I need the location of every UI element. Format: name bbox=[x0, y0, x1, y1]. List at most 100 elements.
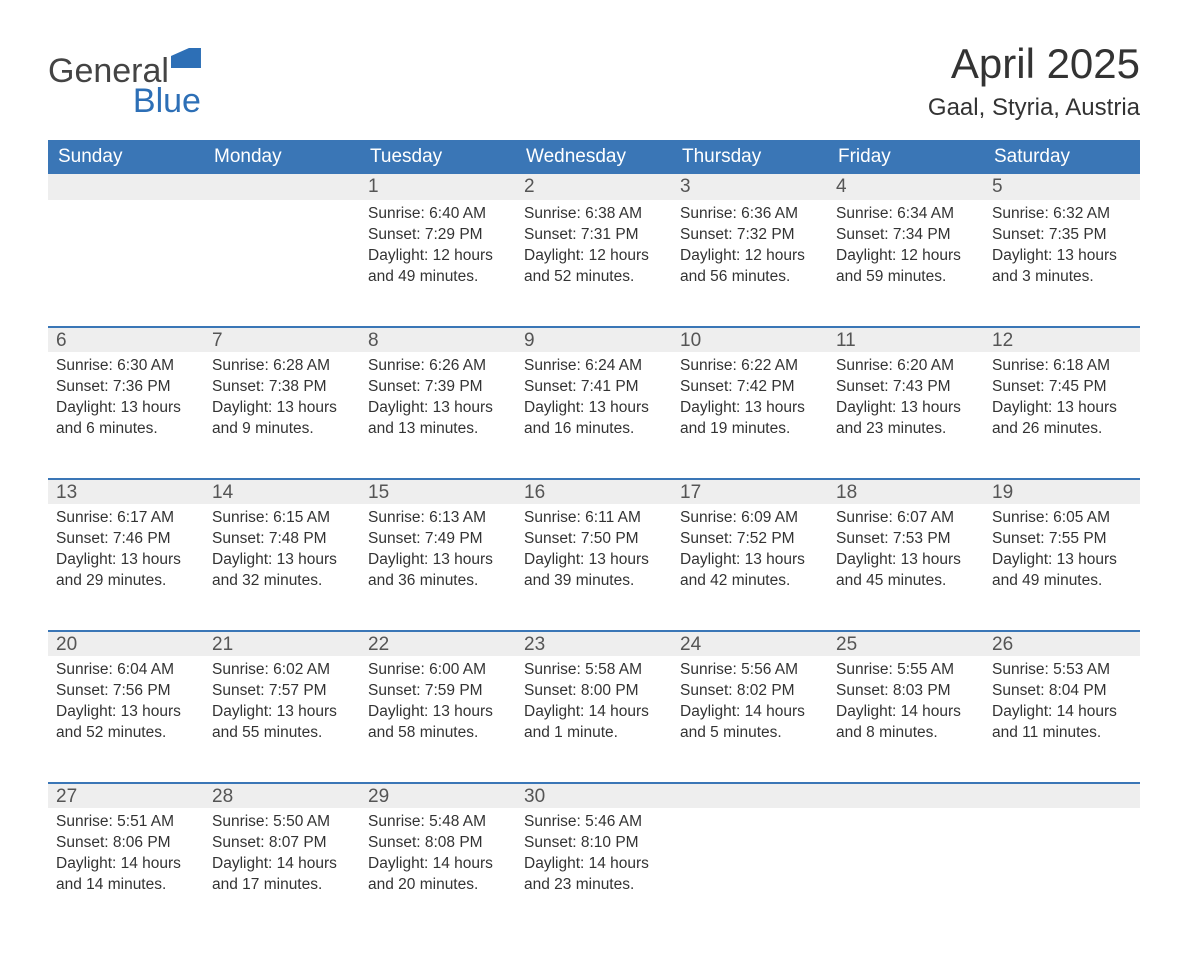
day-number: 28 bbox=[204, 782, 360, 808]
day-details: Sunrise: 6:40 AMSunset: 7:29 PMDaylight:… bbox=[360, 200, 516, 298]
sunrise-line: Sunrise: 6:36 AM bbox=[680, 204, 820, 225]
sunset-line: Sunset: 7:34 PM bbox=[836, 225, 976, 246]
day-number: 20 bbox=[48, 630, 204, 656]
day-number: 5 bbox=[984, 174, 1140, 200]
day-details: Sunrise: 6:34 AMSunset: 7:34 PMDaylight:… bbox=[828, 200, 984, 298]
sunset-line: Sunset: 7:50 PM bbox=[524, 529, 664, 550]
day-number: 17 bbox=[672, 478, 828, 504]
day-number bbox=[984, 782, 1140, 808]
sunset-line: Sunset: 7:48 PM bbox=[212, 529, 352, 550]
sunrise-line: Sunrise: 5:58 AM bbox=[524, 660, 664, 681]
day-cell: Sunrise: 6:24 AMSunset: 7:41 PMDaylight:… bbox=[516, 352, 672, 478]
sunset-line: Sunset: 7:45 PM bbox=[992, 377, 1132, 398]
week-daynum-row: 13141516171819 bbox=[48, 478, 1140, 504]
day-number: 25 bbox=[828, 630, 984, 656]
daylight-line: Daylight: 13 hours and 26 minutes. bbox=[992, 398, 1132, 440]
sunset-line: Sunset: 8:03 PM bbox=[836, 681, 976, 702]
day-number: 3 bbox=[672, 174, 828, 200]
day-details: Sunrise: 5:58 AMSunset: 8:00 PMDaylight:… bbox=[516, 656, 672, 754]
day-cell: Sunrise: 6:28 AMSunset: 7:38 PMDaylight:… bbox=[204, 352, 360, 478]
day-cell: Sunrise: 5:46 AMSunset: 8:10 PMDaylight:… bbox=[516, 808, 672, 934]
day-details: Sunrise: 5:48 AMSunset: 8:08 PMDaylight:… bbox=[360, 808, 516, 906]
logo-text-block: General Blue bbox=[48, 48, 201, 118]
day-details: Sunrise: 6:04 AMSunset: 7:56 PMDaylight:… bbox=[48, 656, 204, 754]
day-number: 12 bbox=[984, 326, 1140, 352]
sunrise-line: Sunrise: 6:07 AM bbox=[836, 508, 976, 529]
daylight-line: Daylight: 14 hours and 23 minutes. bbox=[524, 854, 664, 896]
sunset-line: Sunset: 7:52 PM bbox=[680, 529, 820, 550]
day-cell: Sunrise: 5:50 AMSunset: 8:07 PMDaylight:… bbox=[204, 808, 360, 934]
day-number bbox=[48, 174, 204, 200]
sunrise-line: Sunrise: 6:26 AM bbox=[368, 356, 508, 377]
weekday-header: Sunday bbox=[48, 140, 204, 174]
daylight-line: Daylight: 14 hours and 17 minutes. bbox=[212, 854, 352, 896]
day-number bbox=[204, 174, 360, 200]
day-details: Sunrise: 6:18 AMSunset: 7:45 PMDaylight:… bbox=[984, 352, 1140, 450]
weekday-header: Tuesday bbox=[360, 140, 516, 174]
sunrise-line: Sunrise: 5:51 AM bbox=[56, 812, 196, 833]
day-details: Sunrise: 6:09 AMSunset: 7:52 PMDaylight:… bbox=[672, 504, 828, 602]
sunset-line: Sunset: 7:53 PM bbox=[836, 529, 976, 550]
sunset-line: Sunset: 8:08 PM bbox=[368, 833, 508, 854]
day-details: Sunrise: 5:51 AMSunset: 8:06 PMDaylight:… bbox=[48, 808, 204, 906]
day-number: 26 bbox=[984, 630, 1140, 656]
daylight-line: Daylight: 12 hours and 56 minutes. bbox=[680, 246, 820, 288]
day-details: Sunrise: 6:11 AMSunset: 7:50 PMDaylight:… bbox=[516, 504, 672, 602]
day-cell: Sunrise: 6:15 AMSunset: 7:48 PMDaylight:… bbox=[204, 504, 360, 630]
sunset-line: Sunset: 7:57 PM bbox=[212, 681, 352, 702]
day-cell bbox=[984, 808, 1140, 934]
sunset-line: Sunset: 8:07 PM bbox=[212, 833, 352, 854]
day-number: 9 bbox=[516, 326, 672, 352]
week-daynum-row: 27282930 bbox=[48, 782, 1140, 808]
daylight-line: Daylight: 13 hours and 13 minutes. bbox=[368, 398, 508, 440]
week-daynum-row: 20212223242526 bbox=[48, 630, 1140, 656]
day-cell: Sunrise: 5:53 AMSunset: 8:04 PMDaylight:… bbox=[984, 656, 1140, 782]
sunrise-line: Sunrise: 6:24 AM bbox=[524, 356, 664, 377]
daylight-line: Daylight: 13 hours and 55 minutes. bbox=[212, 702, 352, 744]
week-body-row: Sunrise: 6:17 AMSunset: 7:46 PMDaylight:… bbox=[48, 504, 1140, 630]
day-number: 27 bbox=[48, 782, 204, 808]
daylight-line: Daylight: 13 hours and 16 minutes. bbox=[524, 398, 664, 440]
daylight-line: Daylight: 13 hours and 42 minutes. bbox=[680, 550, 820, 592]
sunrise-line: Sunrise: 6:11 AM bbox=[524, 508, 664, 529]
sunset-line: Sunset: 7:39 PM bbox=[368, 377, 508, 398]
daylight-line: Daylight: 13 hours and 49 minutes. bbox=[992, 550, 1132, 592]
day-number: 11 bbox=[828, 326, 984, 352]
daylight-line: Daylight: 14 hours and 20 minutes. bbox=[368, 854, 508, 896]
daylight-line: Daylight: 13 hours and 58 minutes. bbox=[368, 702, 508, 744]
day-number: 21 bbox=[204, 630, 360, 656]
sunset-line: Sunset: 8:02 PM bbox=[680, 681, 820, 702]
day-cell: Sunrise: 6:30 AMSunset: 7:36 PMDaylight:… bbox=[48, 352, 204, 478]
sunrise-line: Sunrise: 6:15 AM bbox=[212, 508, 352, 529]
sunrise-line: Sunrise: 6:09 AM bbox=[680, 508, 820, 529]
sunset-line: Sunset: 7:49 PM bbox=[368, 529, 508, 550]
sunset-line: Sunset: 7:31 PM bbox=[524, 225, 664, 246]
day-cell: Sunrise: 6:11 AMSunset: 7:50 PMDaylight:… bbox=[516, 504, 672, 630]
sunset-line: Sunset: 7:42 PM bbox=[680, 377, 820, 398]
sunset-line: Sunset: 8:00 PM bbox=[524, 681, 664, 702]
day-cell: Sunrise: 6:22 AMSunset: 7:42 PMDaylight:… bbox=[672, 352, 828, 478]
day-details: Sunrise: 6:24 AMSunset: 7:41 PMDaylight:… bbox=[516, 352, 672, 450]
daylight-line: Daylight: 12 hours and 59 minutes. bbox=[836, 246, 976, 288]
calendar-table: Sunday Monday Tuesday Wednesday Thursday… bbox=[48, 140, 1140, 934]
day-cell: Sunrise: 5:48 AMSunset: 8:08 PMDaylight:… bbox=[360, 808, 516, 934]
weekday-header: Friday bbox=[828, 140, 984, 174]
daylight-line: Daylight: 12 hours and 52 minutes. bbox=[524, 246, 664, 288]
sunrise-line: Sunrise: 5:55 AM bbox=[836, 660, 976, 681]
day-cell: Sunrise: 6:13 AMSunset: 7:49 PMDaylight:… bbox=[360, 504, 516, 630]
daylight-line: Daylight: 14 hours and 11 minutes. bbox=[992, 702, 1132, 744]
sunrise-line: Sunrise: 6:02 AM bbox=[212, 660, 352, 681]
sunset-line: Sunset: 7:29 PM bbox=[368, 225, 508, 246]
day-number: 1 bbox=[360, 174, 516, 200]
daylight-line: Daylight: 14 hours and 14 minutes. bbox=[56, 854, 196, 896]
sunrise-line: Sunrise: 5:56 AM bbox=[680, 660, 820, 681]
day-cell: Sunrise: 6:04 AMSunset: 7:56 PMDaylight:… bbox=[48, 656, 204, 782]
daylight-line: Daylight: 14 hours and 8 minutes. bbox=[836, 702, 976, 744]
sunrise-line: Sunrise: 6:32 AM bbox=[992, 204, 1132, 225]
day-cell: Sunrise: 5:56 AMSunset: 8:02 PMDaylight:… bbox=[672, 656, 828, 782]
header: General Blue April 2025 Gaal, Styria, Au… bbox=[48, 40, 1140, 122]
day-number: 14 bbox=[204, 478, 360, 504]
daylight-line: Daylight: 13 hours and 6 minutes. bbox=[56, 398, 196, 440]
day-details: Sunrise: 5:53 AMSunset: 8:04 PMDaylight:… bbox=[984, 656, 1140, 754]
sunset-line: Sunset: 8:06 PM bbox=[56, 833, 196, 854]
